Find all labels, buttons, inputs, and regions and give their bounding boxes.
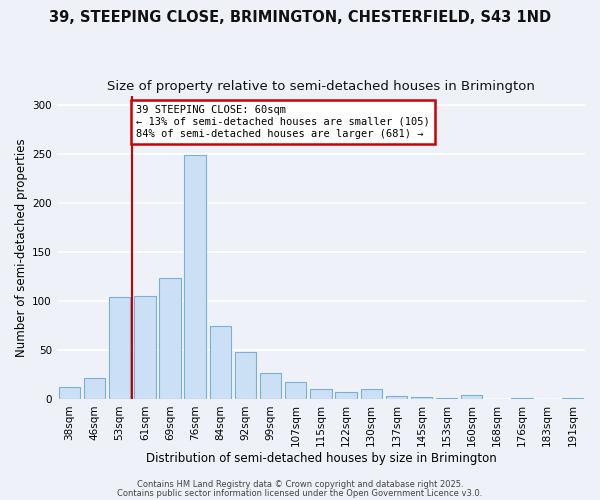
Bar bbox=[361, 388, 382, 400]
Bar bbox=[209, 326, 231, 400]
Title: Size of property relative to semi-detached houses in Brimington: Size of property relative to semi-detach… bbox=[107, 80, 535, 93]
Bar bbox=[335, 392, 357, 400]
Bar bbox=[260, 373, 281, 400]
Bar bbox=[109, 296, 130, 400]
Bar bbox=[436, 398, 457, 400]
Bar bbox=[285, 382, 307, 400]
Bar bbox=[235, 352, 256, 400]
Bar bbox=[461, 394, 482, 400]
X-axis label: Distribution of semi-detached houses by size in Brimington: Distribution of semi-detached houses by … bbox=[146, 452, 496, 465]
Y-axis label: Number of semi-detached properties: Number of semi-detached properties bbox=[15, 138, 28, 357]
Bar bbox=[134, 296, 155, 400]
Bar bbox=[386, 396, 407, 400]
Text: 39 STEEPING CLOSE: 60sqm
← 13% of semi-detached houses are smaller (105)
84% of : 39 STEEPING CLOSE: 60sqm ← 13% of semi-d… bbox=[136, 106, 430, 138]
Bar bbox=[84, 378, 105, 400]
Bar bbox=[59, 386, 80, 400]
Text: Contains public sector information licensed under the Open Government Licence v3: Contains public sector information licen… bbox=[118, 488, 482, 498]
Bar bbox=[562, 398, 583, 400]
Text: Contains HM Land Registry data © Crown copyright and database right 2025.: Contains HM Land Registry data © Crown c… bbox=[137, 480, 463, 489]
Bar bbox=[184, 156, 206, 400]
Bar bbox=[310, 388, 332, 400]
Text: 39, STEEPING CLOSE, BRIMINGTON, CHESTERFIELD, S43 1ND: 39, STEEPING CLOSE, BRIMINGTON, CHESTERF… bbox=[49, 10, 551, 25]
Bar bbox=[159, 278, 181, 400]
Bar bbox=[511, 398, 533, 400]
Bar bbox=[411, 396, 432, 400]
